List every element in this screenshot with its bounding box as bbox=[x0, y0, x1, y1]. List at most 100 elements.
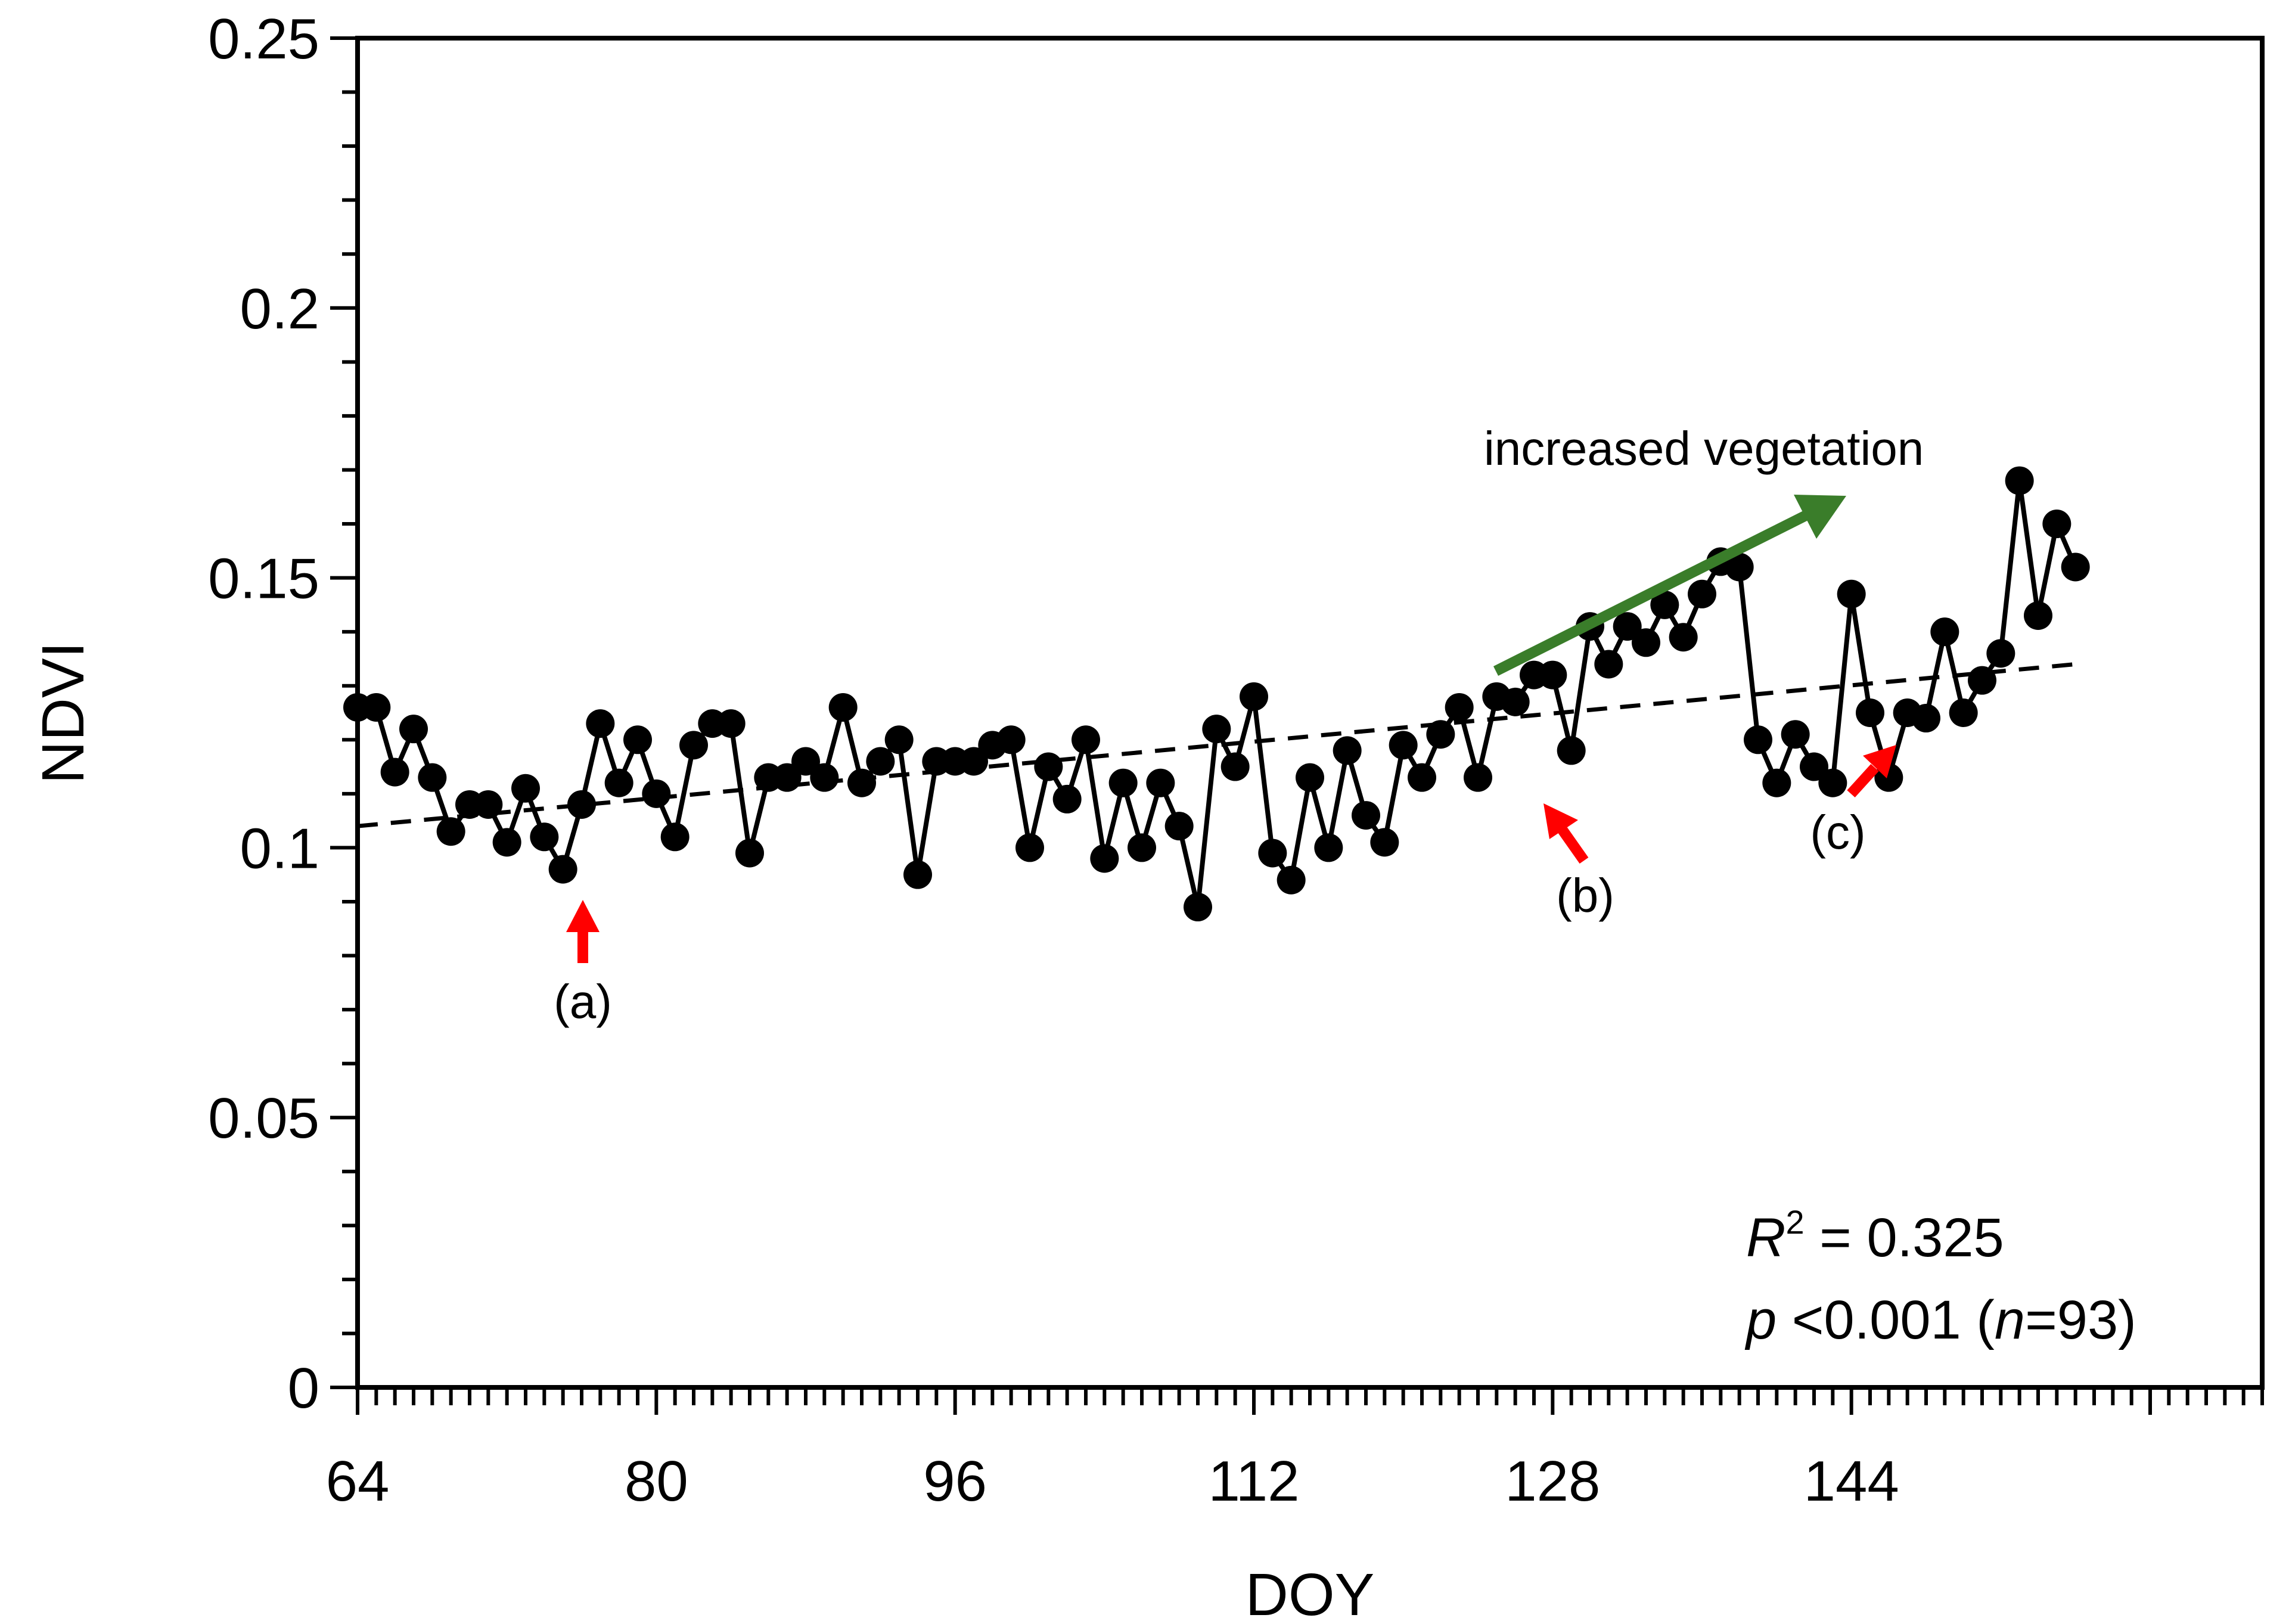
p-value-stat: p <0.001 (n=93) bbox=[1744, 1290, 2136, 1350]
ndvi-data-point bbox=[1594, 650, 1623, 679]
annotation-label-c: (c) bbox=[1810, 806, 1865, 859]
ndvi-data-point bbox=[548, 855, 577, 884]
ndvi-data-point bbox=[1090, 844, 1119, 873]
y-axis-title: NDVI bbox=[30, 642, 97, 784]
ndvi-data-point bbox=[1052, 784, 1082, 813]
ndvi-data-point bbox=[847, 768, 876, 797]
ndvi-data-point bbox=[1258, 839, 1287, 868]
ndvi-data-point bbox=[1108, 768, 1138, 797]
ndvi-data-point bbox=[2061, 552, 2090, 582]
ndvi-data-point bbox=[716, 709, 746, 738]
ndvi-data-point bbox=[1501, 687, 1530, 716]
ndvi-data-point bbox=[735, 839, 764, 868]
ndvi-data-point bbox=[604, 768, 633, 797]
ndvi-data-point bbox=[2005, 466, 2034, 495]
ndvi-data-point bbox=[1296, 763, 1324, 792]
ndvi-data-point bbox=[1314, 833, 1343, 862]
ndvi-data-point bbox=[1352, 801, 1380, 830]
ndvi-data-point bbox=[828, 693, 858, 722]
x-tick-label: 128 bbox=[1505, 1449, 1600, 1513]
ndvi-data-point bbox=[2042, 510, 2072, 539]
ndvi-data-point bbox=[1128, 833, 1156, 862]
increased-vegetation-arrow bbox=[1493, 495, 1846, 676]
ndvi-data-point bbox=[1613, 612, 1642, 641]
x-tick-label: 80 bbox=[625, 1449, 688, 1513]
x-axis-ticks bbox=[356, 1387, 2264, 1415]
annotation-label-a: (a) bbox=[554, 975, 612, 1028]
x-tick-label: 112 bbox=[1208, 1449, 1299, 1513]
ndvi-data-point bbox=[996, 725, 1026, 754]
ndvi-data-point bbox=[1744, 725, 1772, 754]
y-tick-label: 0 bbox=[288, 1356, 319, 1420]
ndvi-data-point bbox=[1034, 752, 1063, 781]
y-tick-label: 0.1 bbox=[240, 816, 319, 880]
ndvi-data-point bbox=[567, 790, 596, 819]
ndvi-data-point bbox=[1781, 720, 1810, 749]
ndvi-data-point bbox=[1986, 639, 2015, 668]
ndvi-data-point bbox=[1015, 833, 1044, 862]
ndvi-data-point bbox=[1968, 666, 1996, 695]
y-tick-label: 0.15 bbox=[208, 547, 319, 611]
ndvi-data-point bbox=[418, 763, 447, 792]
ndvi-data-point bbox=[1277, 865, 1306, 895]
ndvi-data-point bbox=[1725, 552, 1754, 582]
ndvi-data-point bbox=[1464, 763, 1492, 792]
ndvi-data-point bbox=[380, 757, 409, 787]
annotation-arrow-b bbox=[1543, 803, 1589, 864]
ndvi-data-point bbox=[1669, 623, 1698, 652]
ndvi-data-point bbox=[1557, 736, 1586, 765]
ndvi-data-point bbox=[1408, 763, 1436, 792]
annotation-label-b: (b) bbox=[1556, 869, 1614, 922]
ndvi-data-point bbox=[1445, 693, 1474, 722]
ndvi-data-point bbox=[810, 763, 839, 792]
ndvi-data-point bbox=[362, 693, 391, 722]
ndvi-data-point bbox=[884, 725, 914, 754]
x-axis-tick-labels: 64 80 96 112 128 144 bbox=[326, 1449, 1899, 1513]
ndvi-data-point bbox=[623, 725, 652, 754]
ndvi-data-point bbox=[1800, 752, 1828, 781]
ndvi-data-point bbox=[791, 747, 820, 776]
y-axis-tick-labels: 0 0.05 0.1 0.15 0.2 0.25 bbox=[208, 7, 319, 1420]
ndvi-data-point bbox=[1837, 579, 1866, 608]
ndvi-data-point bbox=[1146, 768, 1175, 797]
ndvi-data-point bbox=[959, 747, 988, 776]
ndvi-data-point bbox=[1538, 660, 1567, 690]
annotation-arrow-a bbox=[566, 900, 600, 963]
x-tick-label: 144 bbox=[1804, 1449, 1899, 1513]
ndvi-data-point bbox=[1426, 720, 1455, 749]
y-tick-label: 0.05 bbox=[208, 1086, 319, 1150]
y-tick-label: 0.25 bbox=[208, 7, 319, 71]
ndvi-data-points bbox=[343, 466, 2090, 922]
annotation-arrow-c bbox=[1847, 745, 1896, 798]
ndvi-data-point bbox=[1762, 768, 1791, 797]
ndvi-data-point bbox=[1370, 828, 1399, 857]
ndvi-data-point bbox=[903, 860, 932, 889]
trend-line bbox=[357, 662, 2076, 828]
ndvi-data-point bbox=[1650, 590, 1679, 619]
ndvi-data-point bbox=[642, 779, 671, 808]
r-squared-stat: R2 = 0.325 bbox=[1746, 1203, 2004, 1268]
x-tick-label: 64 bbox=[326, 1449, 390, 1513]
ndvi-data-point bbox=[1220, 752, 1250, 781]
ndvi-data-point bbox=[1164, 812, 1194, 841]
ndvi-data-point bbox=[1240, 682, 1268, 711]
ndvi-data-point bbox=[399, 715, 428, 744]
ndvi-data-point bbox=[1688, 579, 1716, 608]
ndvi-data-point bbox=[1072, 725, 1100, 754]
ndvi-data-point bbox=[866, 747, 895, 776]
ndvi-data-point bbox=[679, 731, 708, 760]
ndvi-data-point bbox=[660, 822, 690, 852]
ndvi-data-point bbox=[1949, 698, 1978, 727]
ndvi-data-point bbox=[586, 709, 615, 738]
ndvi-data-point bbox=[1912, 704, 1940, 733]
ndvi-data-point bbox=[1389, 731, 1418, 760]
x-tick-label: 96 bbox=[923, 1449, 987, 1513]
ndvi-data-point bbox=[492, 828, 521, 857]
ndvi-data-point bbox=[772, 763, 802, 792]
plot-area bbox=[355, 36, 2265, 1390]
ndvi-data-point bbox=[1930, 617, 1959, 647]
ndvi-data-point bbox=[511, 774, 540, 803]
ndvi-data-point bbox=[1818, 768, 1847, 797]
ndvi-data-point bbox=[1632, 628, 1660, 657]
